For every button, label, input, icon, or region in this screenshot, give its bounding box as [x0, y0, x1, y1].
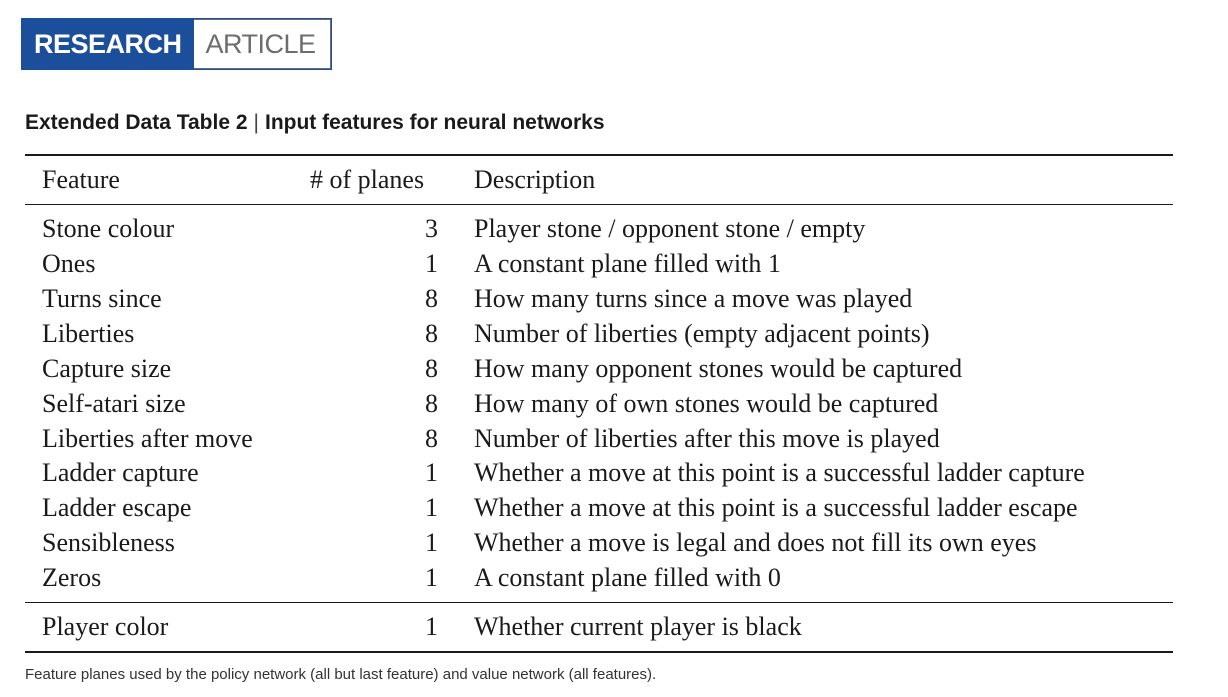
table-row: Turns since 8 How many turns since a mov… — [0, 281, 1228, 316]
row-planes: 8 — [425, 284, 438, 313]
row-description: A constant plane filled with 0 — [474, 563, 781, 592]
row-feature: Self-atari size — [42, 389, 186, 418]
row-feature: Ones — [42, 249, 96, 278]
row-description: Whether a move at this point is a succes… — [474, 493, 1078, 522]
table-row: Ladder escape 1 Whether a move at this p… — [0, 490, 1228, 525]
table-row: Liberties 8 Number of liberties (empty a… — [0, 316, 1228, 351]
badge-research-label: RESEARCH — [22, 19, 194, 69]
table-title-separator: | — [253, 111, 259, 134]
row-feature: Stone colour — [42, 214, 175, 243]
table-title: Extended Data Table 2 | Input features for… — [25, 111, 605, 135]
table-title-label: Extended Data Table 2 — [25, 111, 248, 134]
row-description: Number of liberties after this move is p… — [474, 424, 940, 453]
row-planes: 8 — [425, 424, 438, 453]
row-feature: Ladder escape — [42, 493, 192, 522]
table-row: Self-atari size 8 How many of own stones… — [0, 386, 1228, 421]
badge-article-label: ARTICLE — [193, 19, 331, 69]
row-description: Number of liberties (empty adjacent poin… — [474, 319, 930, 348]
table-top-rule — [25, 154, 1173, 156]
table-row: Capture size 8 How many opponent stones … — [0, 351, 1228, 386]
row-planes: 8 — [425, 389, 438, 418]
row-description: Player stone / opponent stone / empty — [474, 214, 866, 243]
table-final-row: Player color 1 Whether current player is… — [0, 609, 1228, 644]
row-planes: 8 — [425, 319, 438, 348]
row-description: A constant plane filled with 1 — [474, 249, 781, 278]
article-type-badge: RESEARCH ARTICLE — [21, 18, 332, 70]
row-description: How many opponent stones would be captur… — [474, 354, 963, 383]
table-row: Sensibleness 1 Whether a move is legal a… — [0, 525, 1228, 560]
row-description: Whether a move is legal and does not fil… — [474, 528, 1037, 557]
header-description: Description — [474, 165, 596, 194]
row-description: Whether a move at this point is a succes… — [474, 458, 1085, 487]
row-feature: Zeros — [42, 563, 102, 592]
header-planes: # of planes — [310, 165, 425, 194]
table-caption: Feature planes used by the policy networ… — [25, 666, 657, 683]
table-header-rule — [25, 204, 1173, 205]
table-row: Stone colour 3 Player stone / opponent s… — [0, 211, 1228, 246]
row-planes: 1 — [425, 563, 438, 592]
table-title-text: Input features for neural networks — [264, 111, 605, 134]
row-description: How many of own stones would be captured — [474, 389, 939, 418]
row-planes: 1 — [425, 612, 438, 641]
table-section-rule — [25, 602, 1173, 603]
row-planes: 3 — [425, 214, 438, 243]
header-feature: Feature — [42, 165, 120, 194]
row-description: Whether current player is black — [474, 612, 802, 641]
row-feature: Turns since — [42, 284, 162, 313]
row-feature: Liberties — [42, 319, 135, 348]
row-feature: Sensibleness — [42, 528, 175, 557]
table-bottom-rule — [25, 651, 1173, 653]
row-planes: 1 — [425, 528, 438, 557]
row-feature: Capture size — [42, 354, 172, 383]
table-row: Zeros 1 A constant plane filled with 0 — [0, 560, 1228, 595]
row-feature: Ladder capture — [42, 458, 199, 487]
table-header-row: Feature # of planes Description — [0, 162, 1228, 197]
row-feature: Player color — [42, 612, 169, 641]
row-planes: 1 — [425, 249, 438, 278]
row-feature: Liberties after move — [42, 424, 253, 453]
row-planes: 1 — [425, 493, 438, 522]
table-row: Liberties after move 8 Number of liberti… — [0, 421, 1228, 456]
row-description: How many turns since a move was played — [474, 284, 913, 313]
row-planes: 1 — [425, 458, 438, 487]
table-row: Ladder capture 1 Whether a move at this … — [0, 455, 1228, 490]
row-planes: 8 — [425, 354, 438, 383]
table-row: Ones 1 A constant plane filled with 1 — [0, 246, 1228, 281]
